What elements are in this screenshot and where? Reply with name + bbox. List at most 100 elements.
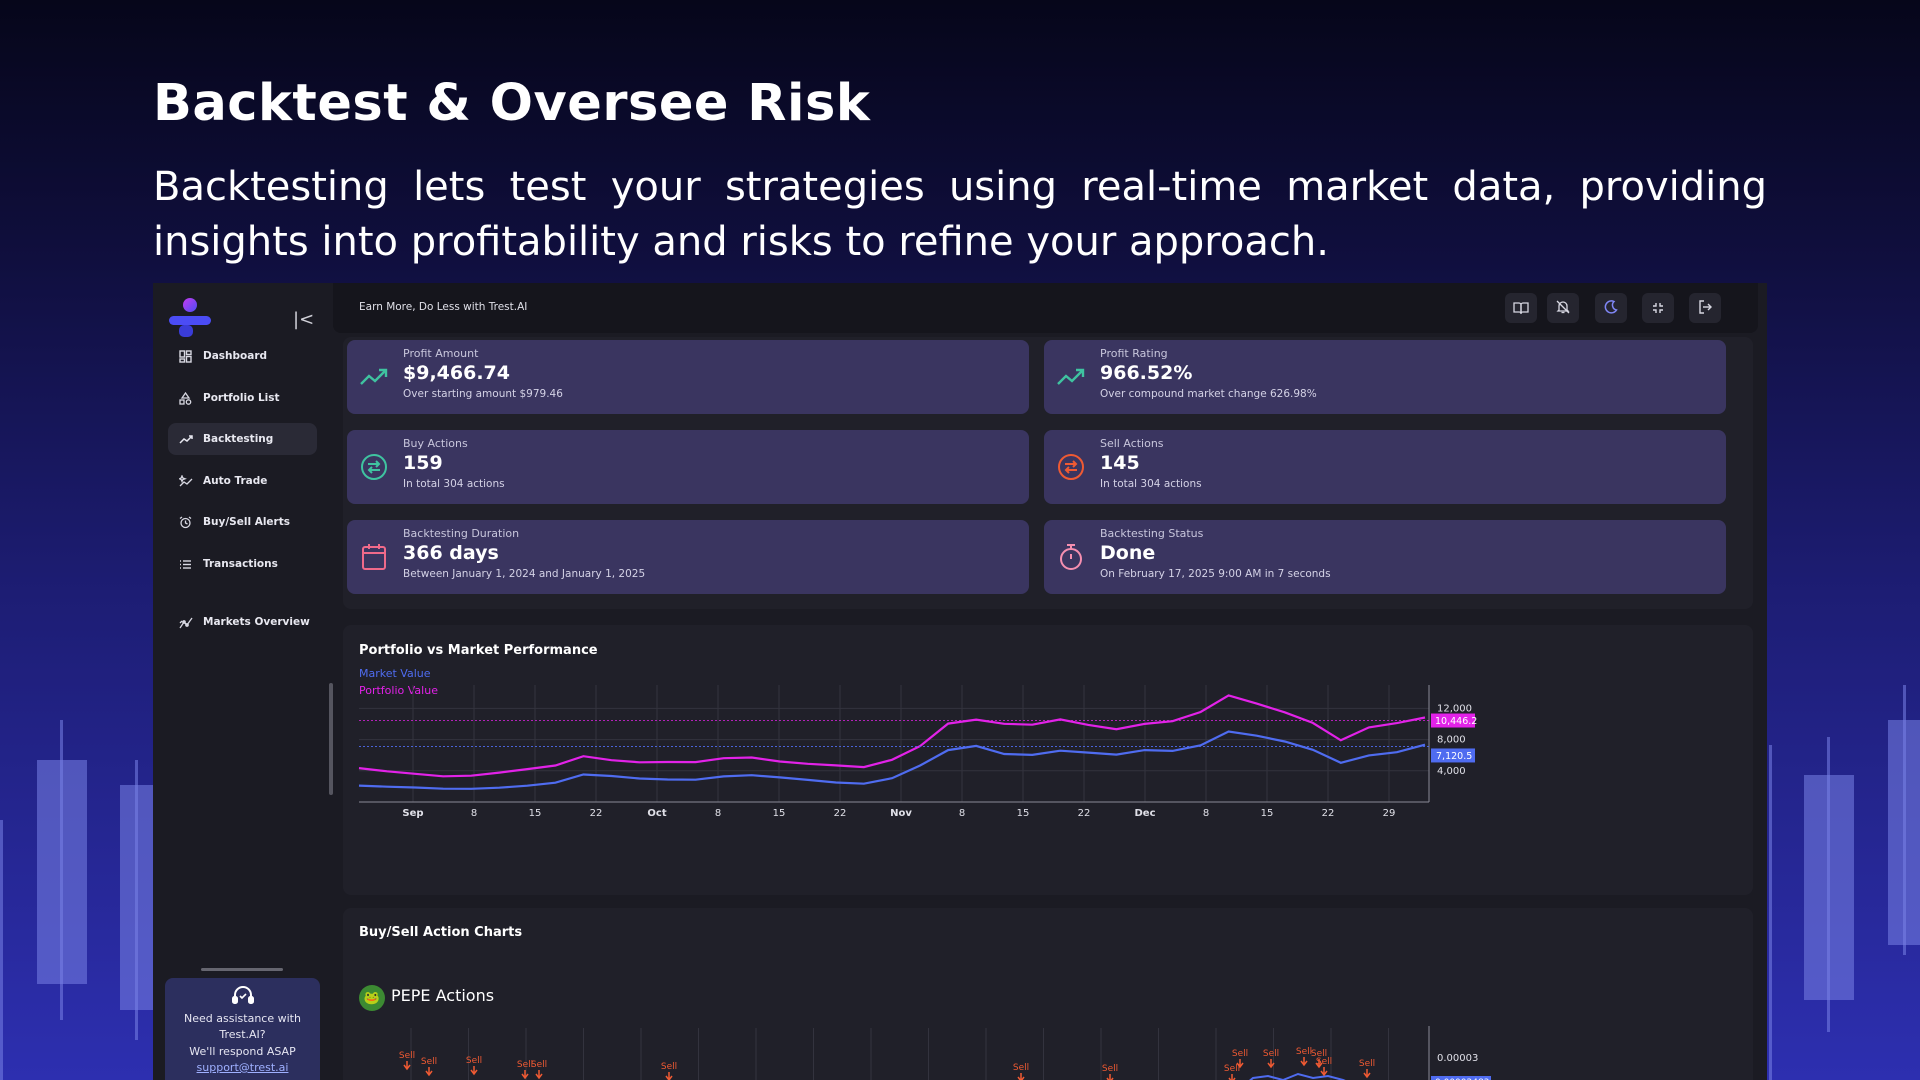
- sidebar-scrollbar[interactable]: [329, 683, 333, 795]
- sell-marker-label: Sell: [466, 1056, 482, 1066]
- trest-logo[interactable]: [167, 297, 213, 341]
- sell-marker-label: Sell: [1263, 1049, 1279, 1059]
- trend-icon: [178, 432, 193, 447]
- x-tick-label: Nov: [890, 808, 912, 819]
- calendar-icon: [359, 542, 389, 572]
- stat-label: Profit Rating: [1100, 347, 1168, 360]
- sell-marker-label: Sell: [517, 1060, 533, 1070]
- y-tick-label: 4,000: [1437, 766, 1466, 777]
- headset-icon: [165, 984, 320, 1009]
- sidebar-item-dashboard[interactable]: Dashboard: [168, 340, 317, 372]
- sidebar-item-transactions[interactable]: Transactions: [168, 548, 317, 580]
- sell-marker-label: Sell: [1102, 1064, 1118, 1074]
- sidebar-item-buy-sell-alerts[interactable]: Buy/Sell Alerts: [168, 506, 317, 538]
- buy-actions-card: Buy Actions 159 In total 304 actions: [347, 430, 1029, 504]
- sell-marker-arrow: [1267, 1059, 1275, 1069]
- sell-marker-arrow: [1106, 1074, 1114, 1080]
- stat-subtext: Between January 1, 2024 and January 1, 2…: [403, 568, 646, 580]
- help-line: We'll respond ASAP: [189, 1044, 296, 1058]
- x-tick-label: 15: [773, 808, 786, 819]
- stat-value: 366 days: [403, 542, 499, 564]
- sell-marker-label: Sell: [399, 1051, 415, 1061]
- x-tick-label: 15: [529, 808, 542, 819]
- sidebar-item-label: Markets Overview: [203, 616, 310, 628]
- current-price-tag: [1431, 1076, 1491, 1080]
- section-title: Buy/Sell Action Charts: [359, 925, 523, 940]
- performance-chart[interactable]: Sep 8 15 22 Oct 8 15 22 Nov 8 15 22 Dec 8 15 22 29 12,000…: [343, 625, 1743, 895]
- x-tick-label: 22: [834, 808, 847, 819]
- moon-icon: [1604, 299, 1618, 318]
- fullscreen-button[interactable]: [1642, 293, 1674, 323]
- stat-value: 966.52%: [1100, 362, 1193, 384]
- stat-subtext: Over compound market change 626.98%: [1100, 388, 1317, 400]
- legend-portfolio-value[interactable]: Portfolio Value: [359, 684, 438, 697]
- x-tick-label: 22: [590, 808, 603, 819]
- divider: [201, 968, 283, 971]
- notifications-button[interactable]: [1547, 293, 1579, 323]
- sell-marker-label: Sell: [1232, 1049, 1248, 1059]
- shapes-icon: [178, 391, 193, 406]
- stat-label: Backtesting Duration: [403, 527, 520, 540]
- y-tick-label: 8,000: [1437, 735, 1466, 746]
- legend-market-value[interactable]: Market Value: [359, 667, 431, 680]
- stat-label: Backtesting Status: [1100, 527, 1204, 540]
- fullscreen-exit-icon: [1652, 299, 1664, 318]
- sell-marker-label: Sell: [1224, 1064, 1240, 1074]
- stat-value: $9,466.74: [403, 362, 510, 384]
- support-email-link[interactable]: support@trest.ai: [196, 1061, 289, 1074]
- trending-up-icon: [1056, 362, 1086, 392]
- backtesting-status-card: Backtesting Status Done On February 17, …: [1044, 520, 1726, 594]
- sell-marker-arrow: [1315, 1059, 1323, 1069]
- book-icon: [1513, 299, 1529, 318]
- sell-marker-arrow: [403, 1061, 411, 1071]
- guide-button[interactable]: [1505, 293, 1537, 323]
- logout-icon: [1698, 299, 1712, 318]
- candle-wick: [1903, 685, 1906, 955]
- x-tick-label: 15: [1017, 808, 1030, 819]
- sidebar-item-label: Auto Trade: [203, 475, 268, 487]
- backtesting-duration-card: Backtesting Duration 366 days Between Ja…: [347, 520, 1029, 594]
- logout-button[interactable]: [1689, 293, 1721, 323]
- performance-chart-panel: Portfolio vs Market Performance Market V…: [343, 625, 1753, 895]
- stat-label: Buy Actions: [403, 437, 468, 450]
- collapse-sidebar-icon[interactable]: |<: [293, 309, 315, 330]
- pepe-actions-chart[interactable]: 0.000030.00002483SellSellSellSellSellSel…: [343, 908, 1743, 1080]
- sidebar: |< Dashboard Portfolio List Backtesting …: [153, 283, 333, 1080]
- sidebar-item-backtesting[interactable]: Backtesting: [168, 423, 317, 455]
- theme-toggle-button[interactable]: [1595, 293, 1627, 323]
- top-bar-tagline: Earn More, Do Less with Trest.AI: [359, 301, 528, 313]
- exchange-icon: [1056, 452, 1086, 482]
- stat-value: 159: [403, 452, 443, 474]
- sell-marker-arrow: [521, 1070, 529, 1080]
- sell-marker-arrow: [1320, 1067, 1328, 1077]
- stat-subtext: In total 304 actions: [1100, 478, 1202, 490]
- candle-wick: [0, 820, 3, 1080]
- stats-panel: Profit Amount $9,466.74 Over starting am…: [343, 337, 1753, 609]
- series-line-portfolio: [358, 694, 1426, 778]
- sell-marker-arrow: [1017, 1073, 1025, 1080]
- list-icon: [178, 557, 193, 572]
- x-tick-label: 8: [1203, 808, 1209, 819]
- stat-value: Done: [1100, 542, 1156, 564]
- dashboard-icon: [178, 349, 193, 364]
- top-bar: Earn More, Do Less with Trest.AI: [333, 283, 1758, 333]
- market-chart-icon: [178, 615, 193, 630]
- action-charts-panel: Buy/Sell Action Charts 🐸 PEPE Actions 0.…: [343, 908, 1753, 1080]
- sidebar-item-portfolio-list[interactable]: Portfolio List: [168, 382, 317, 414]
- candle-body: [1804, 775, 1854, 1000]
- sell-marker-label: Sell: [1296, 1047, 1312, 1057]
- hero-description: Backtesting lets test your strategies us…: [153, 164, 1767, 265]
- trending-up-icon: [359, 362, 389, 392]
- x-tick-label: 8: [471, 808, 477, 819]
- sell-marker-arrow: [470, 1066, 478, 1076]
- profit-amount-card: Profit Amount $9,466.74 Over starting am…: [347, 340, 1029, 414]
- sell-marker-label: Sell: [1359, 1059, 1375, 1069]
- candle-wick: [135, 760, 138, 1040]
- x-tick-label: Dec: [1134, 808, 1155, 819]
- help-line: Need assistance with: [184, 1011, 301, 1025]
- sidebar-item-auto-trade[interactable]: Auto Trade: [168, 465, 317, 497]
- sell-marker-label: Sell: [531, 1060, 547, 1070]
- sell-marker-arrow: [535, 1070, 543, 1080]
- sell-marker-arrow: [665, 1072, 673, 1080]
- sidebar-item-markets-overview[interactable]: Markets Overview: [168, 606, 317, 638]
